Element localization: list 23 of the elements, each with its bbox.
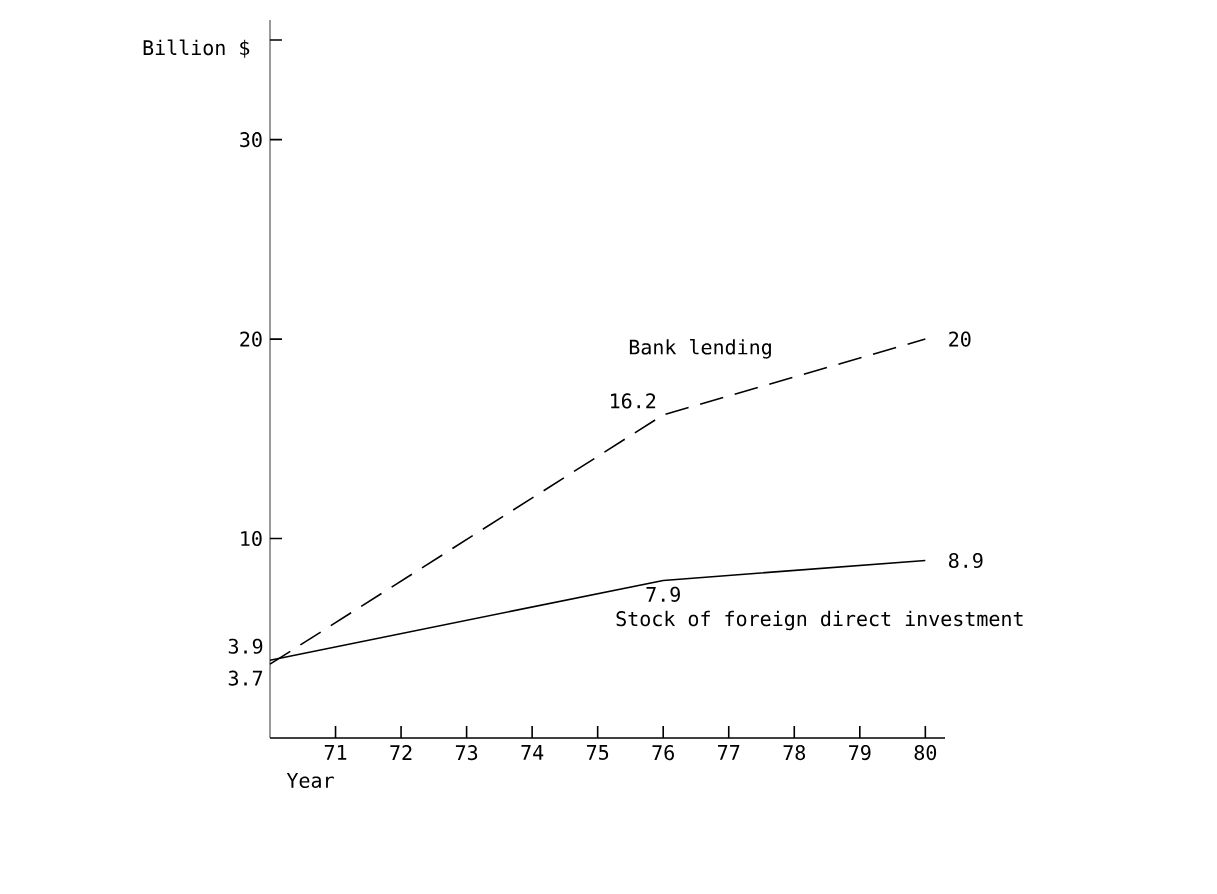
x-tick-label: 71 <box>324 745 347 760</box>
data-label: 20 <box>949 331 971 347</box>
data-label: 8.9 <box>949 552 983 569</box>
data-label: 3.9 <box>228 638 263 654</box>
series-label: Stock of foreign direct investment <box>616 610 1023 631</box>
data-label: 16.2 <box>611 393 656 409</box>
x-tick-label: 77 <box>718 745 740 760</box>
y-tick-label: 10 <box>241 530 262 547</box>
x-tick-label: 75 <box>586 745 609 760</box>
series-label: Bank lending <box>629 339 771 359</box>
x-tick-label: 80 <box>914 745 937 761</box>
y-tick-label: 20 <box>240 331 262 347</box>
x-axis-title: Year <box>286 773 334 788</box>
y-tick-label: 30 <box>240 132 262 148</box>
data-label: 3.7 <box>228 670 263 686</box>
x-tick-label: 72 <box>390 745 412 760</box>
x-tick-label: 79 <box>849 745 871 761</box>
data-label: 7.9 <box>646 586 680 602</box>
x-tick-label: 74 <box>521 745 544 760</box>
x-tick-label: 76 <box>652 745 674 761</box>
y-axis-title: Billion $ <box>143 39 250 58</box>
x-tick-label: 73 <box>455 745 478 761</box>
x-tick-label: 78 <box>783 745 806 761</box>
